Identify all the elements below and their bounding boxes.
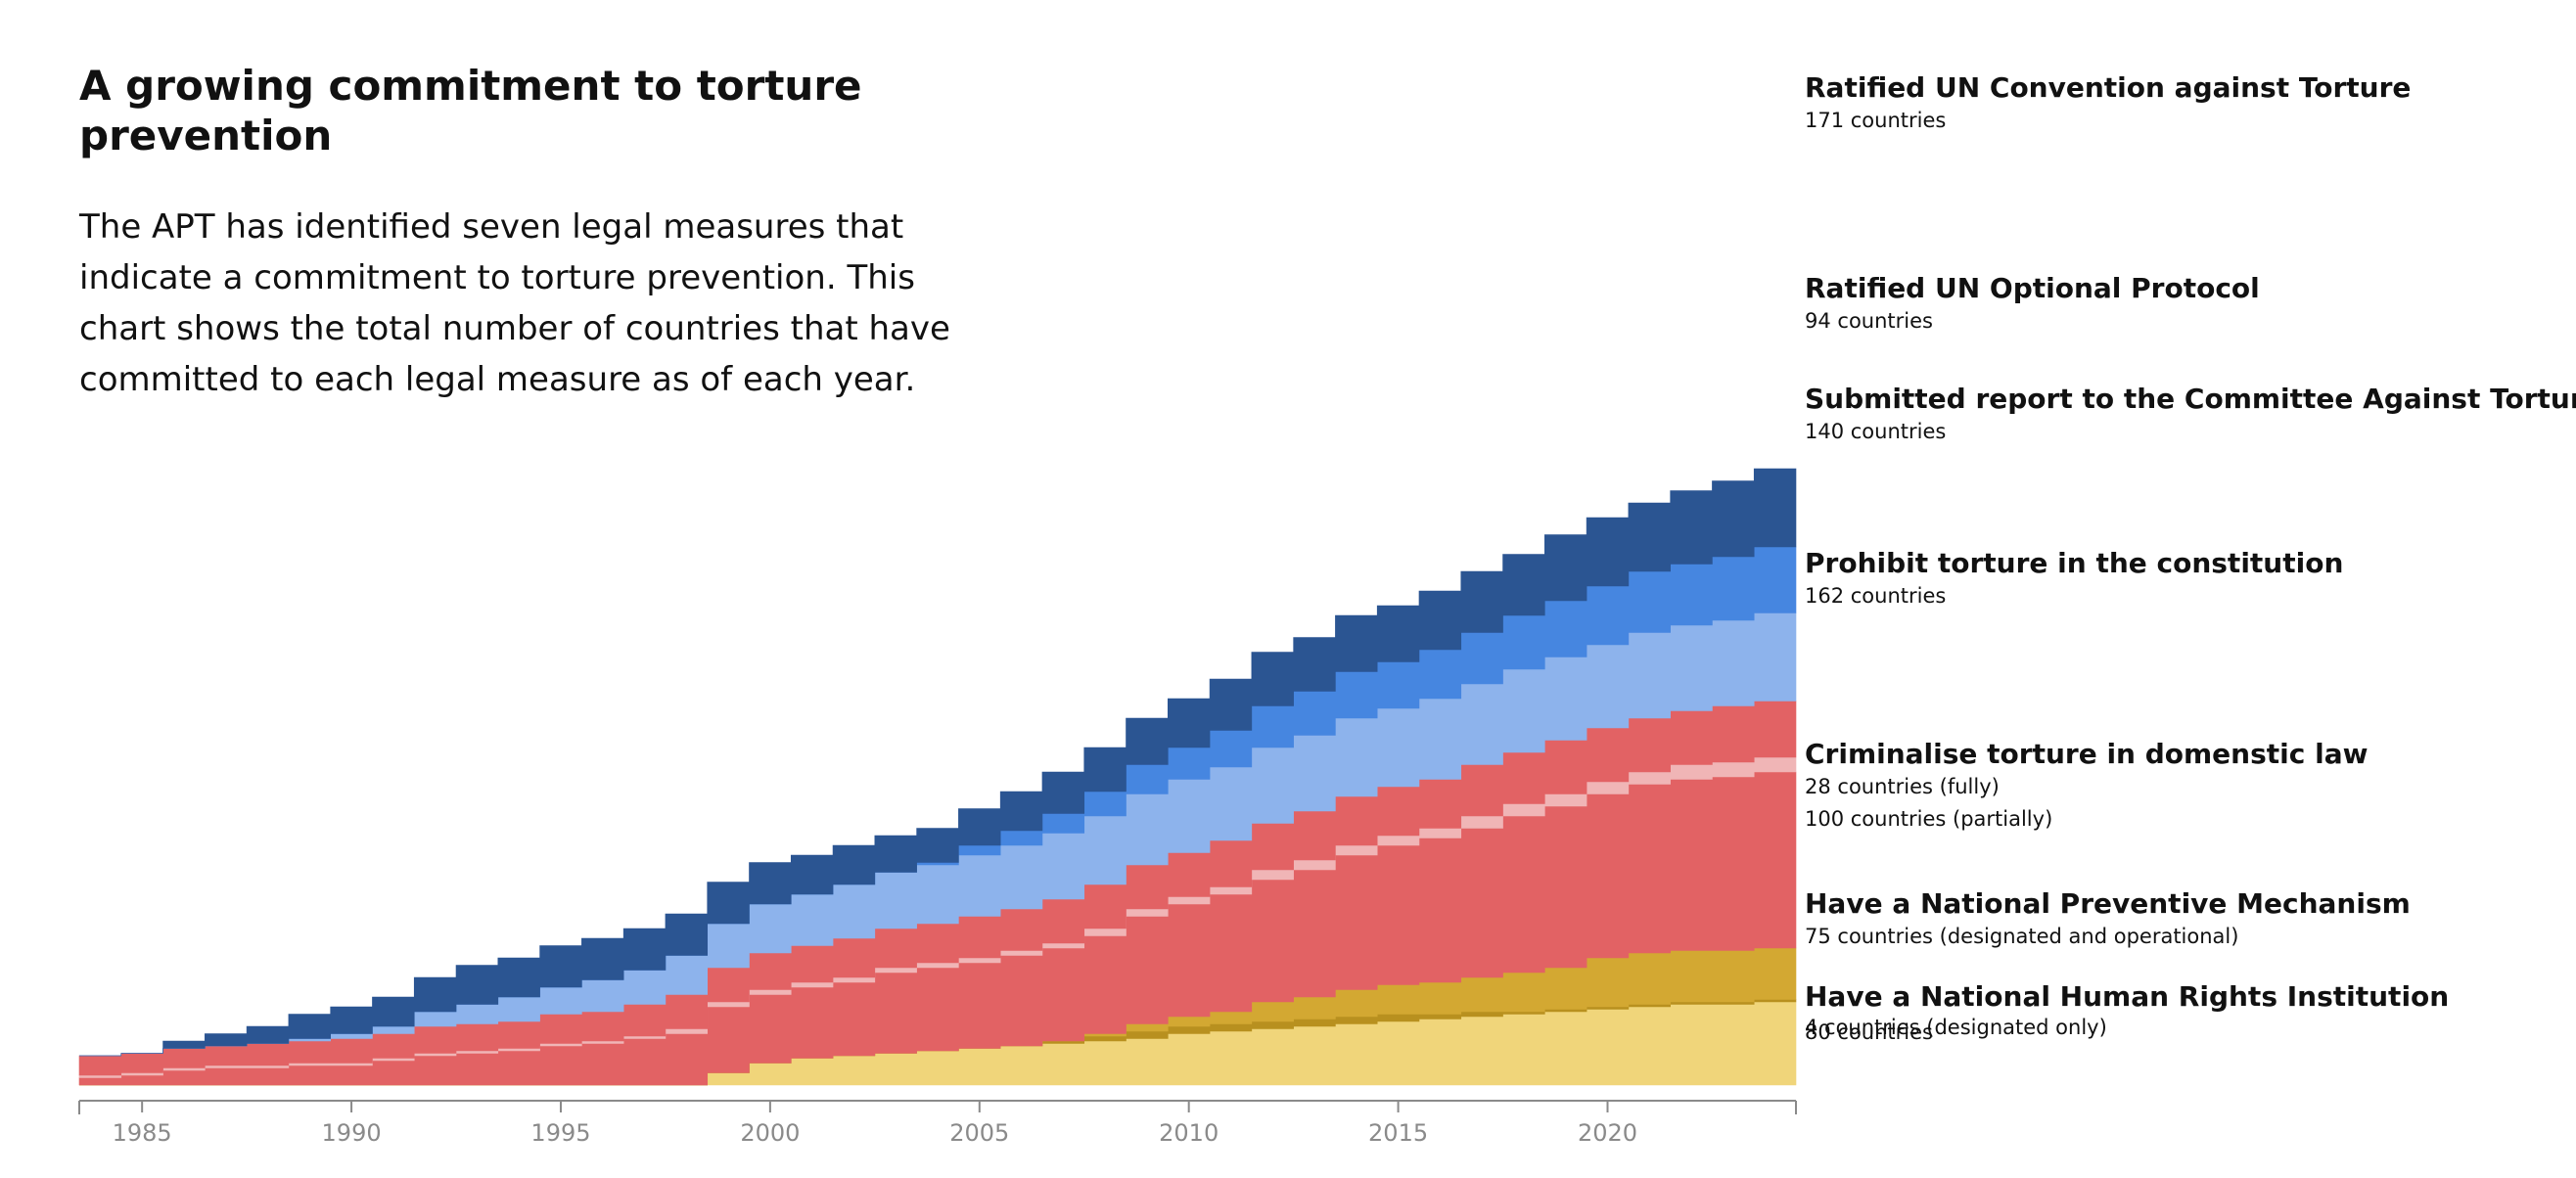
series-sublabel-5-0: 75 countries (designated and operational… (1805, 925, 2238, 948)
x-tick-label-2005: 2005 (949, 1119, 1009, 1147)
series-label-0: Ratified UN Convention against Torture (1805, 71, 2411, 104)
series-label-1: Ratified UN Optional Protocol (1805, 272, 2260, 304)
series-sublabel-3-0: 162 countries (1805, 584, 1946, 608)
series-sublabel-0-0: 171 countries (1805, 109, 1946, 132)
intro: A growing commitment to torture preventi… (79, 61, 960, 405)
series-sublabel-1-0: 94 countries (1805, 309, 1933, 333)
series-label-5: Have a National Preventive Mechanism (1805, 887, 2411, 920)
series-label-2: Submitted report to the Committee Agains… (1805, 383, 2576, 415)
chart-subtitle: The APT has identified seven legal measu… (79, 207, 950, 399)
series-area-8 (79, 468, 1797, 1057)
series-sublabel-6-1: 80 countries (1805, 1020, 1933, 1044)
x-tick-label-2010: 2010 (1159, 1119, 1219, 1147)
series-label-4: Criminalise torture in domenstic law (1805, 738, 2368, 770)
series-sublabel-2-0: 140 countries (1805, 420, 1946, 443)
series-sublabel-4-0: 28 countries (fully) (1805, 775, 2000, 798)
x-tick-label-2015: 2015 (1368, 1119, 1428, 1147)
series-label-3: Prohibit torture in the constitution (1805, 547, 2343, 579)
x-tick-label-1985: 1985 (113, 1119, 172, 1147)
series-sublabel-4-1: 100 countries (partially) (1805, 807, 2052, 831)
x-tick-label-2000: 2000 (740, 1119, 800, 1147)
x-tick-label-1995: 1995 (530, 1119, 590, 1147)
x-tick-label-2020: 2020 (1578, 1119, 1637, 1147)
chart-title: A growing commitment to torture preventi… (79, 62, 862, 159)
series-label-6: Have a National Human Rights Institution (1805, 980, 2449, 1013)
series-sublabel-6-0: 4 countries (designated only) (1805, 1016, 2107, 1039)
x-tick-label-1990: 1990 (322, 1119, 382, 1147)
